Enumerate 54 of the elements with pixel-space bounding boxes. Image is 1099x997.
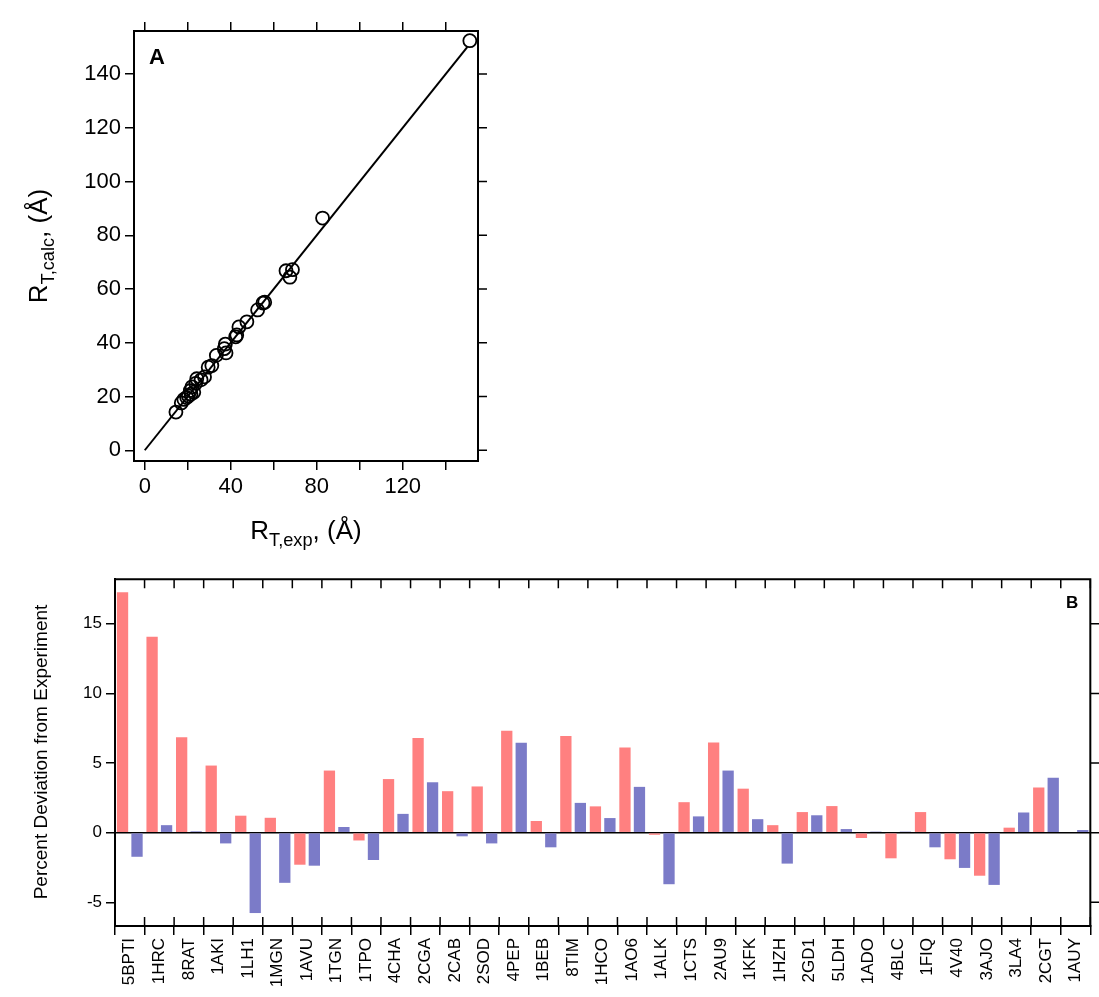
x-tick-label: 2SOD — [474, 938, 494, 985]
x-tick-label: 1ADO — [858, 938, 878, 985]
y-tick-label: 0 — [108, 436, 121, 462]
x-tick-label: 1TPO — [355, 938, 375, 983]
x-tick-label: 4V40 — [947, 938, 967, 978]
x-tick-label: 5LDH — [828, 938, 848, 982]
x-tick-label: 1ALK — [651, 937, 671, 980]
x-tick-label: 2AU9 — [710, 938, 730, 981]
x-tick-label: 4BLC — [887, 938, 907, 981]
x-tick-label: 8RAT — [178, 938, 198, 981]
x-tick-label: 80 — [304, 473, 329, 499]
x-tick-label: 1KFK — [740, 937, 760, 981]
x-tick-label: 1LH1 — [237, 938, 257, 979]
x-tick-label: 1AUY — [1065, 938, 1085, 983]
x-tick-label: 1HRC — [149, 938, 169, 985]
x-tick-label: 120 — [384, 473, 422, 499]
x-tick-label: 0 — [138, 473, 151, 499]
y-tick-label: 140 — [84, 60, 121, 86]
x-tick-label: 1MGN — [267, 938, 287, 988]
x-tick-label: 1AKI — [208, 938, 228, 975]
y-axis-title: RT,calc, (Å) — [23, 188, 59, 304]
annotation: A — [149, 44, 165, 70]
x-tick-label: 2CGT — [1035, 938, 1055, 984]
y-tick-label: 60 — [96, 275, 121, 301]
x-tick-label: 5BPTI — [119, 938, 139, 986]
y-tick-label: 5 — [92, 752, 102, 772]
y-tick-label: 100 — [84, 167, 121, 193]
x-tick-label: 1HCO — [592, 938, 612, 986]
annotation: B — [1066, 593, 1079, 613]
y-tick-label: -5 — [86, 892, 102, 912]
x-tick-label: 1FIQ — [917, 938, 937, 976]
y-axis-title: Percent Deviation from Experiment — [30, 603, 52, 900]
y-tick-label: 120 — [84, 113, 121, 139]
x-tick-label: 1BEB — [533, 938, 553, 982]
x-tick-label: 8TIM — [562, 938, 582, 977]
x-tick-label: 1AVU — [296, 938, 316, 982]
y-tick-label: 15 — [83, 613, 102, 633]
x-tick-label: 1HZH — [769, 938, 789, 983]
x-tick-label: 2CGA — [415, 937, 435, 985]
y-tick-label: 10 — [83, 683, 102, 703]
y-tick-label: 20 — [96, 382, 121, 408]
x-tick-label: 2GD1 — [799, 938, 819, 983]
x-tick-label: 1CTS — [681, 938, 701, 982]
y-tick-label: 40 — [96, 328, 121, 354]
x-tick-label: 3LA4 — [1006, 938, 1026, 978]
y-tick-label: 80 — [96, 221, 121, 247]
x-tick-label: 4CHA — [385, 937, 405, 984]
x-tick-label: 1AO6 — [621, 938, 641, 982]
x-tick-label: 1TGN — [326, 938, 346, 984]
x-tick-label: 40 — [218, 473, 243, 499]
x-tick-label: 4PEP — [503, 938, 523, 982]
x-tick-label: 2CAB — [444, 938, 464, 983]
y-tick-label: 0 — [92, 822, 102, 842]
x-tick-label: 3AJO — [976, 938, 996, 981]
